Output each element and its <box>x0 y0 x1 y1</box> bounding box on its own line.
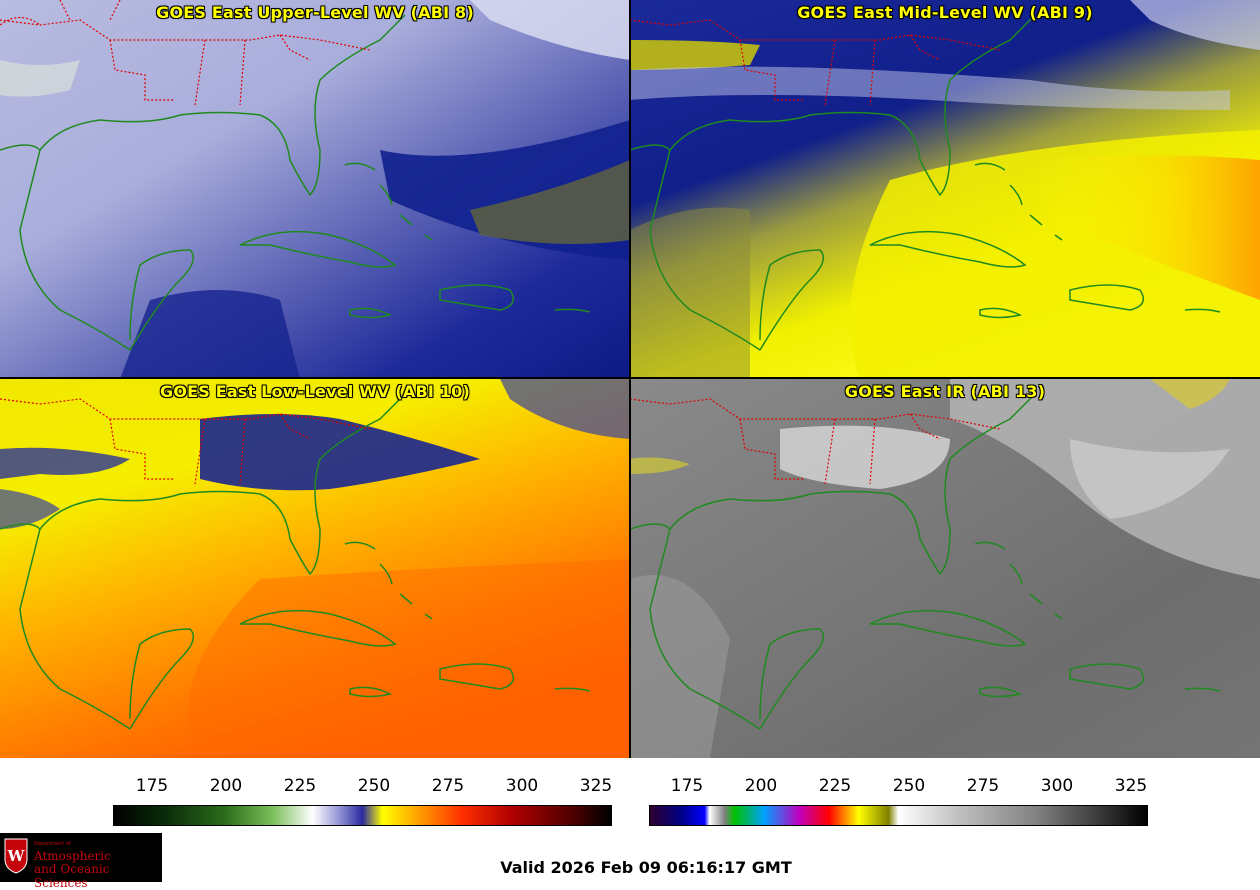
aos-logo[interactable]: W Department of Atmospheric and Oceanic … <box>0 833 162 890</box>
ir-tick-label: 325 <box>1114 776 1148 796</box>
panel-upper-level-wv: GOES East Upper-Level WV (ABI 8) <box>0 0 630 379</box>
panel-divider-horizontal <box>0 377 1260 379</box>
wv-tick-label: 325 <box>579 776 613 796</box>
wv-tick-label: 225 <box>283 776 317 796</box>
low-wv-image <box>0 379 630 758</box>
panel-divider-vertical <box>629 0 631 758</box>
coastlines <box>0 14 591 351</box>
valid-time: Valid 2026 Feb 09 06:16:17 GMT <box>500 858 792 877</box>
panel-title: GOES East Mid-Level WV (ABI 9) <box>797 3 1093 22</box>
mid-wv-image <box>630 0 1260 379</box>
panel-title: GOES East Low-Level WV (ABI 10) <box>159 382 470 401</box>
logo-dept-text: Department of <box>34 841 71 847</box>
wv-tick-label: 300 <box>505 776 539 796</box>
panel-title: GOES East IR (ABI 13) <box>844 382 1046 401</box>
panel-low-level-wv: GOES East Low-Level WV (ABI 10) <box>0 379 630 758</box>
ir-tick-label: 200 <box>744 776 778 796</box>
logo-line1: Atmospheric <box>34 849 111 863</box>
wv-tick-label: 175 <box>135 776 169 796</box>
upper-wv-image <box>0 0 630 379</box>
ir-tick-label: 275 <box>966 776 1000 796</box>
uw-crest-icon: W <box>4 838 28 874</box>
panel-title: GOES East Upper-Level WV (ABI 8) <box>156 3 474 22</box>
wv-tick-label: 250 <box>357 776 391 796</box>
ir-tick-label: 250 <box>892 776 926 796</box>
wv-tick-label: 200 <box>209 776 243 796</box>
wv-tick-label: 275 <box>431 776 465 796</box>
ir-tick-label: 225 <box>818 776 852 796</box>
svg-text:W: W <box>7 847 26 865</box>
ir-tick-label: 300 <box>1040 776 1074 796</box>
wv-colorbar <box>113 805 612 826</box>
ir-colorbar <box>649 805 1148 826</box>
state-borders <box>0 0 371 106</box>
panel-mid-level-wv: GOES East Mid-Level WV (ABI 9) <box>630 0 1260 379</box>
ir-tick-label: 175 <box>670 776 704 796</box>
panel-ir: GOES East IR (ABI 13) <box>630 379 1260 758</box>
ir-image <box>630 379 1260 758</box>
